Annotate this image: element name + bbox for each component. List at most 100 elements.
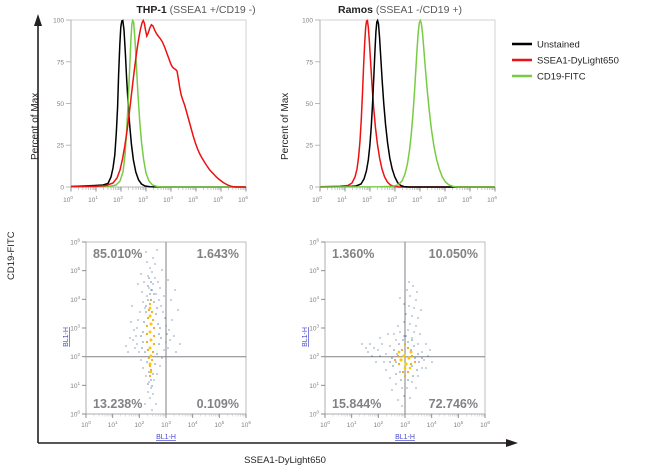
svg-text:105: 105 bbox=[437, 195, 447, 204]
thp1-scatter-ytick-3: 3 bbox=[77, 324, 80, 329]
thp1-hist-ytick-50: 50 bbox=[57, 101, 65, 108]
svg-text:106: 106 bbox=[213, 195, 223, 204]
ramos-hist-y-axis-label: Percent of Max bbox=[280, 93, 291, 160]
thp1-scatter-ytick-0: 0 bbox=[77, 410, 80, 415]
thp1-quadrant-upper-right: 1.643% bbox=[197, 247, 239, 261]
ramos-scatter-xtick-1: 1 bbox=[354, 420, 357, 425]
svg-text:102: 102 bbox=[134, 420, 144, 429]
svg-text:101: 101 bbox=[347, 420, 357, 429]
ramos-scatter-ytick-4: 4 bbox=[316, 295, 319, 300]
ramos-curve-ssea1-dylight650 bbox=[319, 19, 495, 188]
thp1-scatter-y-tick-labels: 106 105 104 103 102 101 100 bbox=[70, 238, 80, 419]
svg-text:101: 101 bbox=[70, 381, 80, 390]
thp1-scatter-x-major-ticks bbox=[85, 414, 247, 418]
thp1-hist-xtick-5: 5 bbox=[195, 195, 198, 200]
svg-text:104: 104 bbox=[163, 195, 173, 204]
svg-text:100: 100 bbox=[63, 195, 73, 204]
thp1-scatter-x-axis-label[interactable]: BL1-H bbox=[156, 434, 176, 441]
ramos-hist-ytick-25: 25 bbox=[306, 143, 314, 150]
svg-text:102: 102 bbox=[309, 352, 319, 361]
thp1-scatter-ytick-5: 5 bbox=[77, 266, 80, 271]
ramos-scatter-x-minor-ticks bbox=[332, 414, 485, 417]
svg-text:102: 102 bbox=[373, 420, 383, 429]
svg-text:106: 106 bbox=[70, 238, 80, 247]
svg-text:106: 106 bbox=[487, 195, 497, 204]
thp1-quadrant-upper-left: 85.010% bbox=[93, 247, 142, 261]
svg-text:103: 103 bbox=[309, 324, 319, 333]
ramos-scatter-xtick-4: 4 bbox=[434, 420, 437, 425]
svg-text:106: 106 bbox=[462, 195, 472, 204]
ramos-hist-xtick-3: 3 bbox=[394, 195, 397, 200]
svg-text:103: 103 bbox=[400, 420, 410, 429]
thp1-scatter-xtick-5: 5 bbox=[222, 420, 225, 425]
svg-text:104: 104 bbox=[412, 195, 422, 204]
ramos-scatter-xtick-5: 5 bbox=[461, 420, 464, 425]
thp1-scatter-xtick-1: 1 bbox=[115, 420, 118, 425]
svg-text:103: 103 bbox=[70, 324, 80, 333]
thp1-title-rest: (SSEA1 +/CD19 -) bbox=[167, 4, 256, 16]
thp1-quadrant-lower-left: 13.238% bbox=[93, 397, 142, 411]
ramos-scatter-y-ticks bbox=[321, 241, 325, 415]
svg-text:105: 105 bbox=[453, 420, 463, 429]
thp1-scatter-xtick-6: 6 bbox=[248, 420, 251, 425]
svg-text:100: 100 bbox=[81, 420, 91, 429]
thp1-hist-ytick-100: 100 bbox=[53, 18, 64, 25]
svg-text:101: 101 bbox=[108, 420, 118, 429]
ramos-curve-cd19-fitc bbox=[319, 18, 495, 188]
ramos-hist-y-ticks: 100 75 50 25 0 bbox=[302, 18, 320, 192]
panel-ramos-histogram: Ramos (SSEA1 -/CD19 +) 100 75 50 25 0 Pe… bbox=[280, 4, 497, 204]
ramos-scatter-xtick-6: 6 bbox=[487, 420, 490, 425]
ramos-scatter-x-major-ticks bbox=[324, 414, 486, 418]
ramos-title-rest: (SSEA1 -/CD19 +) bbox=[373, 4, 462, 16]
svg-text:101: 101 bbox=[337, 195, 347, 204]
svg-text:105: 105 bbox=[214, 420, 224, 429]
ramos-scatter-xtick-3: 3 bbox=[407, 420, 410, 425]
ramos-curve-unstained bbox=[319, 18, 495, 188]
svg-text:101: 101 bbox=[309, 381, 319, 390]
legend: Unstained SSEA1-DyLight650 CD19-FITC bbox=[512, 40, 619, 83]
legend-label-unstained: Unstained bbox=[537, 40, 580, 51]
ramos-hist-xtick-0: 0 bbox=[319, 195, 322, 200]
ramos-quadrant-upper-right: 10.050% bbox=[429, 247, 478, 261]
svg-text:102: 102 bbox=[362, 195, 372, 204]
svg-text:100: 100 bbox=[312, 195, 322, 204]
thp1-scatter-xtick-0: 0 bbox=[88, 420, 91, 425]
thp1-quadrant-lower-right: 0.109% bbox=[197, 397, 239, 411]
svg-text:100: 100 bbox=[309, 410, 319, 419]
thp1-histogram-title: THP-1 (SSEA1 +/CD19 -) bbox=[136, 4, 255, 16]
outer-axes bbox=[34, 14, 518, 447]
ramos-quadrant-lower-left: 15.844% bbox=[332, 397, 381, 411]
ramos-hist-xtick-6: 6 bbox=[469, 195, 472, 200]
panel-thp1-histogram: THP-1 (SSEA1 +/CD19 -) 100 75 50 25 0 Pe… bbox=[30, 4, 256, 204]
svg-text:105: 105 bbox=[188, 195, 198, 204]
svg-text:103: 103 bbox=[387, 195, 397, 204]
svg-text:105: 105 bbox=[309, 266, 319, 275]
thp1-hist-y-axis-label: Percent of Max bbox=[30, 93, 41, 160]
svg-text:104: 104 bbox=[427, 420, 437, 429]
svg-text:106: 106 bbox=[309, 238, 319, 247]
ramos-scatter-y-axis-label[interactable]: BL1-H bbox=[302, 327, 309, 347]
ramos-scatter-x-axis-label[interactable]: BL1-H bbox=[395, 434, 415, 441]
ramos-cell-name: Ramos bbox=[338, 4, 373, 16]
outer-x-axis-label: SSEA1-DyLight650 bbox=[244, 455, 326, 466]
thp1-scatter-x-tick-labels: 100 101 102 103 104 105 106 bbox=[81, 420, 251, 429]
thp1-scatter-ytick-6: 6 bbox=[77, 238, 80, 243]
panel-thp1-scatter: 85.010% 1.643% 13.238% 0.109% 106 105 10… bbox=[63, 238, 251, 442]
svg-text:104: 104 bbox=[309, 295, 319, 304]
thp1-scatter-dots bbox=[125, 249, 181, 411]
ramos-scatter-x-tick-labels: 100 101 102 103 104 105 106 bbox=[320, 420, 490, 429]
thp1-hist-ytick-0: 0 bbox=[60, 185, 64, 192]
svg-text:100: 100 bbox=[320, 420, 330, 429]
thp1-scatter-x-minor-ticks bbox=[93, 414, 246, 417]
thp1-scatter-ytick-2: 2 bbox=[77, 352, 80, 357]
thp1-scatter-ytick-4: 4 bbox=[77, 295, 80, 300]
thp1-scatter-ytick-1: 1 bbox=[77, 381, 80, 386]
svg-text:104: 104 bbox=[188, 420, 198, 429]
ramos-scatter-ytick-5: 5 bbox=[316, 266, 319, 271]
svg-text:106: 106 bbox=[480, 420, 490, 429]
svg-text:104: 104 bbox=[70, 295, 80, 304]
thp1-scatter-xtick-3: 3 bbox=[168, 420, 171, 425]
ramos-hist-ytick-100: 100 bbox=[302, 18, 313, 25]
ramos-scatter-xtick-2: 2 bbox=[381, 420, 384, 425]
thp1-scatter-y-axis-label[interactable]: BL1-H bbox=[63, 327, 70, 347]
